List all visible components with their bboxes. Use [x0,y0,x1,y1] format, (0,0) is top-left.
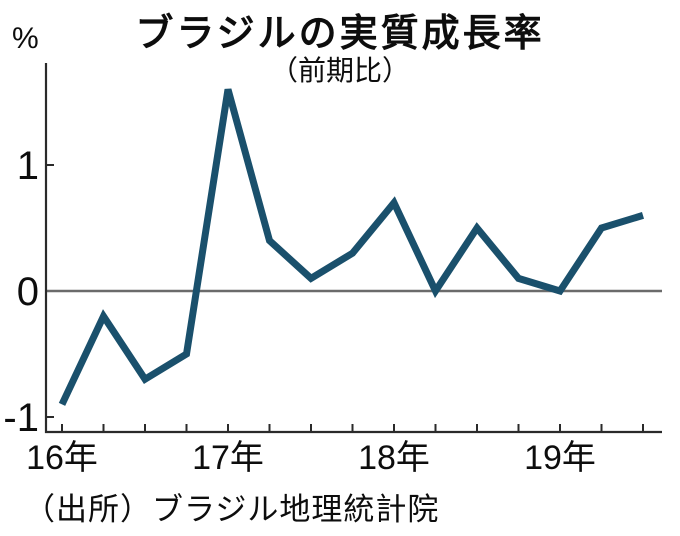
y-axis-unit-label: % [12,22,39,55]
x-axis-tick-label: 18年 [358,439,430,477]
chart-subtitle: （前期比） [269,55,410,86]
y-axis-tick-label: -1 [3,396,39,440]
chart-title: ブラジルの実質成長率 [135,13,545,55]
source-note: （出所）ブラジル地理統計院 [24,492,440,527]
x-axis-tick-label: 16年 [26,439,98,477]
x-axis-tick-label: 19年 [524,439,596,477]
gdp-growth-line [58,88,645,406]
x-axis-tick-label: 17年 [192,439,264,477]
axes [44,63,662,434]
y-axis-tick-label: 1 [17,144,39,188]
y-axis-tick-label: 0 [17,270,39,314]
